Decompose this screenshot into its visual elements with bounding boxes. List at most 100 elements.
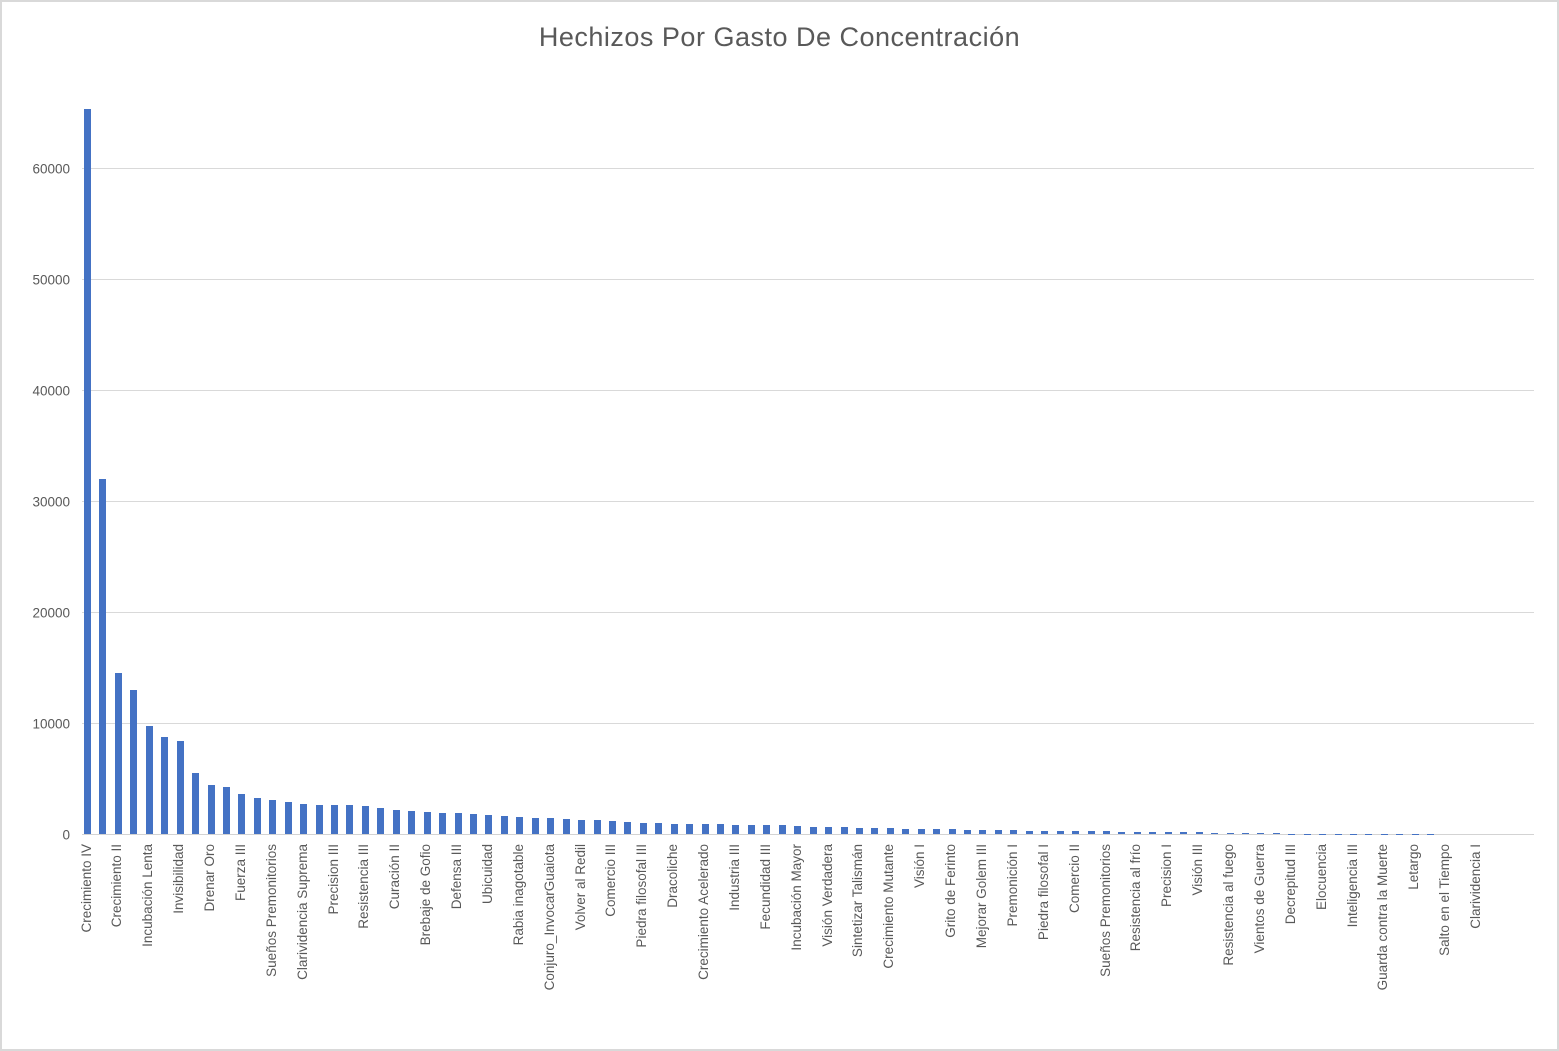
x-tick-label: Conjuro_InvocarGuaiota — [541, 844, 557, 991]
plot-area — [82, 77, 1534, 835]
x-tick-label: Comercio II — [1066, 844, 1082, 914]
x-tick-label: Vientos de Guerra — [1251, 844, 1267, 954]
bar-Visión Verdadera — [825, 827, 833, 834]
x-tick-label: Comercio III — [603, 844, 619, 917]
bar-unlabeled-30 — [531, 817, 539, 834]
x-tick-label: Incubación Mayor — [788, 844, 804, 951]
bar-Crecimiento IV — [84, 109, 91, 834]
x-tick-label: Clarividencia Suprema — [294, 844, 310, 980]
x-axis-line — [82, 834, 1534, 835]
x-tick-label: Mejorar Golem III — [973, 844, 989, 949]
bar-Fuerza III — [238, 794, 246, 834]
bar-unlabeled-32 — [562, 819, 570, 834]
bar-Crecimiento II — [114, 673, 122, 834]
x-tick-label: Rabia inagotable — [510, 844, 526, 946]
x-tick-label: Piedra filosofal III — [634, 844, 650, 948]
chart-title: Hechizos Por Gasto De Concentración — [538, 22, 1021, 52]
x-tick-label: Visión III — [1190, 844, 1206, 896]
gridline-60000 — [82, 168, 1534, 170]
bar-unlabeled-42 — [717, 824, 725, 834]
bar-unlabeled-48 — [809, 826, 817, 834]
x-tick-label: Drenar Oro — [202, 844, 218, 912]
x-tick-label: Guarda contra la Muerte — [1375, 844, 1391, 991]
x-tick-label: Elocuencia — [1313, 844, 1329, 911]
bar-Resistencia al fuego — [1226, 832, 1234, 834]
x-tick-label: Salto en el Tiempo — [1437, 844, 1453, 956]
bar-Resistencia III — [361, 806, 369, 834]
y-tick-label-0: 0 — [62, 827, 70, 843]
x-tick-label: Brebaje de Gofio — [418, 844, 434, 946]
x-tick-label: Letargo — [1406, 844, 1422, 890]
x-tick-label: Crecimiento Acelerado — [696, 844, 712, 980]
bar-unlabeled-44 — [747, 824, 755, 834]
gridline-10000 — [82, 723, 1534, 725]
bar-unlabeled-66 — [1087, 831, 1095, 834]
bar-unlabeled-70 — [1149, 831, 1157, 834]
y-tick-label-10000: 10000 — [32, 716, 70, 732]
bar-unlabeled-2 — [99, 478, 107, 834]
bar-Brebaje de Gofio — [423, 812, 431, 834]
x-tick-label: Incubación Lenta — [140, 844, 156, 947]
x-tick-label: Clarividencia I — [1468, 844, 1484, 929]
x-tick-label: Defensa III — [449, 844, 465, 910]
bar-Mejorar Golem III — [979, 830, 987, 834]
bar-Vientos de Guerra — [1257, 833, 1265, 834]
bar-unlabeled-38 — [655, 823, 663, 834]
x-tick-label: Fuerza III — [232, 844, 248, 902]
bar-unlabeled-68 — [1118, 831, 1126, 834]
bar-unlabeled-36 — [624, 822, 632, 834]
x-tick-label: Visión Verdadera — [819, 844, 835, 947]
bar-Resistencia al frío — [1133, 831, 1141, 834]
bar-Fecundidad III — [763, 824, 771, 834]
x-tick-label: Visión I — [912, 844, 928, 889]
bar-Volver al Redil — [578, 819, 586, 834]
bar-Dracoliche — [670, 823, 678, 834]
x-tick-label: Sueños Premonitorios — [1097, 844, 1113, 977]
bar-unlabeled-60 — [994, 830, 1002, 834]
x-tick-label: Precision III — [325, 844, 341, 915]
bar-Crecimiento Mutante — [886, 828, 894, 834]
y-tick-label-20000: 20000 — [32, 605, 70, 621]
bar-unlabeled-54 — [902, 828, 910, 834]
x-tick-label: Fecundidad III — [757, 844, 773, 930]
bar-unlabeled-74 — [1211, 832, 1219, 834]
bar-unlabeled-40 — [686, 824, 694, 834]
bar-unlabeled-24 — [439, 812, 447, 834]
bar-Piedra filosofal III — [639, 822, 647, 834]
bar-unlabeled-50 — [840, 827, 848, 834]
bar-unlabeled-34 — [593, 820, 601, 834]
bar-unlabeled-72 — [1180, 832, 1188, 834]
x-tick-label: Volver al Redil — [572, 844, 588, 931]
bar-Sueños Premonitorios — [1103, 831, 1110, 834]
x-tick-label: Inteligencia III — [1344, 844, 1360, 928]
gridline-50000 — [82, 279, 1534, 281]
x-tick-label: Crecimiento IV — [78, 844, 94, 933]
bar-Conjuro_InvocarGuaiota — [547, 818, 555, 834]
bar-unlabeled-58 — [964, 829, 972, 834]
bar-unlabeled-16 — [315, 804, 323, 834]
bar-Drenar Oro — [207, 785, 215, 834]
x-tick-label: Dracoliche — [665, 844, 681, 908]
bar-unlabeled-76 — [1241, 832, 1249, 834]
bar-Sueños Premonitorios — [269, 799, 277, 834]
bar-unlabeled-78 — [1272, 833, 1280, 834]
bar-Crecimiento Acelerado — [701, 824, 709, 834]
bar-Clarividencia Suprema — [300, 803, 308, 834]
bar-unlabeled-52 — [871, 828, 879, 834]
bar-unlabeled-22 — [408, 811, 416, 834]
x-tick-label: Resistencia III — [356, 844, 372, 929]
bar-unlabeled-12 — [253, 797, 261, 834]
bar-Industria III — [732, 824, 740, 834]
gridline-40000 — [82, 390, 1534, 392]
bar-Ubicuidad — [485, 815, 493, 834]
bar-unlabeled-8 — [192, 772, 200, 834]
x-tick-label: Crecimiento II — [109, 844, 125, 928]
x-tick-label: Crecimiento Mutante — [881, 844, 897, 969]
bar-unlabeled-10 — [222, 787, 230, 834]
x-tick-label: Ubicuidad — [479, 844, 495, 905]
bar-Grito de Ferinto — [948, 829, 956, 834]
bar-unlabeled-14 — [284, 802, 292, 834]
gridline-30000 — [82, 501, 1534, 503]
bar-unlabeled-56 — [933, 829, 941, 834]
